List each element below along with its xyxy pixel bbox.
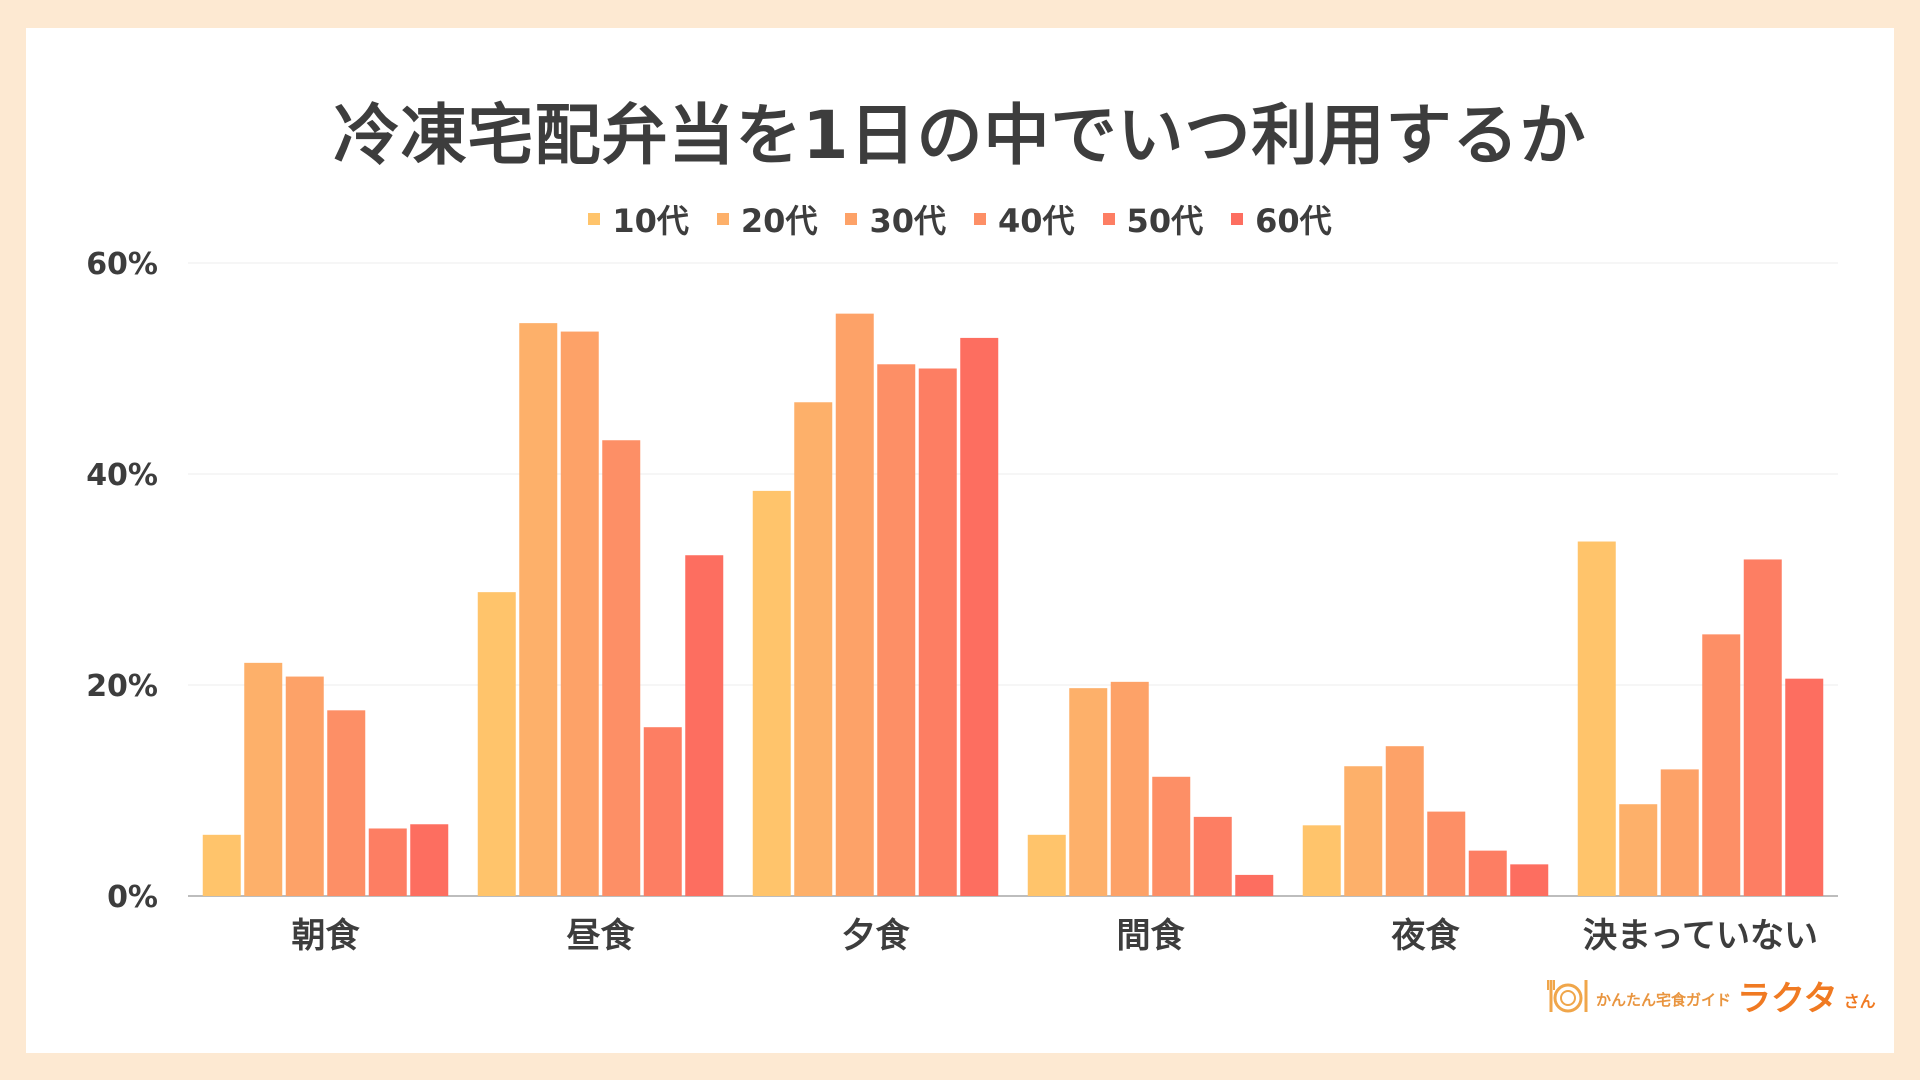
logo-tagline: かんたん宅食ガイド (1596, 991, 1732, 1009)
bar (602, 440, 641, 896)
bar (1702, 634, 1741, 896)
logo-name: ラクタ (1737, 979, 1838, 1019)
y-tick-label: 60% (86, 247, 158, 282)
y-tick-label: 20% (86, 669, 158, 704)
bar (877, 364, 916, 896)
legend-label: 20代 (740, 202, 818, 240)
bar (560, 331, 599, 896)
y-tick-label: 0% (107, 880, 158, 915)
bar (1027, 834, 1066, 896)
bar (368, 828, 407, 896)
bar (1427, 811, 1466, 896)
bar (285, 676, 324, 896)
bar (1785, 678, 1824, 896)
bar (202, 834, 241, 896)
legend-swatch (716, 213, 729, 225)
bar (477, 592, 516, 896)
bar (1344, 766, 1383, 896)
legend-item: 60代 (1231, 196, 1332, 242)
bar (244, 662, 283, 896)
x-category-label: 朝食 (292, 916, 361, 956)
legend-item: 40代 (974, 196, 1075, 242)
x-category-label: 夜食 (1391, 916, 1461, 956)
logo-suffix: さん (1843, 992, 1876, 1011)
legend-item: 20代 (716, 196, 818, 242)
legend-label: 60代 (1255, 202, 1332, 240)
bar (1110, 681, 1149, 896)
legend-swatch (1102, 213, 1115, 225)
bar (1385, 746, 1424, 896)
legend-item: 30代 (845, 196, 946, 242)
bar (1660, 769, 1699, 896)
x-category-label: 夕食 (842, 916, 911, 956)
bar (1619, 804, 1658, 896)
plate-fork-knife-icon (1547, 980, 1588, 1013)
x-category-label: 昼食 (567, 916, 636, 956)
bar (752, 490, 791, 896)
legend-swatch (588, 213, 601, 225)
chart-title: 冷凍宅配弁当を1日の中でいつ利用するか (333, 97, 1587, 174)
legend-swatch (845, 213, 858, 225)
y-tick-label: 40% (86, 458, 158, 493)
legend-label: 30代 (869, 202, 946, 240)
bar (519, 323, 558, 896)
bar (1193, 816, 1232, 896)
bar (960, 337, 999, 896)
bar (1302, 825, 1341, 896)
legend-label: 40代 (998, 202, 1075, 240)
legend: 10代 20代 30代 40代 50代 60代 (0, 196, 1920, 242)
legend-swatch (974, 213, 986, 225)
bar (1510, 864, 1549, 896)
bar (918, 368, 957, 896)
brand-logo: かんたん宅食ガイド ラクタ さん (1546, 976, 1876, 1016)
legend-label: 50代 (1126, 202, 1204, 240)
legend-item: 50代 (1102, 196, 1204, 242)
bar (643, 727, 682, 896)
bar (685, 555, 724, 896)
x-category-label: 間食 (1117, 916, 1186, 956)
x-category-label: 決まっていない (1583, 916, 1818, 956)
bar (1468, 850, 1507, 896)
legend-swatch (1231, 213, 1244, 225)
bar (1577, 541, 1616, 896)
bar (1152, 776, 1191, 896)
bar (794, 402, 833, 896)
bar (1069, 688, 1108, 896)
bar (1235, 874, 1274, 896)
bar (1743, 559, 1782, 896)
bar (410, 824, 449, 896)
bar (835, 313, 874, 896)
legend-label: 10代 (612, 202, 689, 240)
legend-item: 10代 (588, 196, 689, 242)
bar (327, 710, 366, 896)
